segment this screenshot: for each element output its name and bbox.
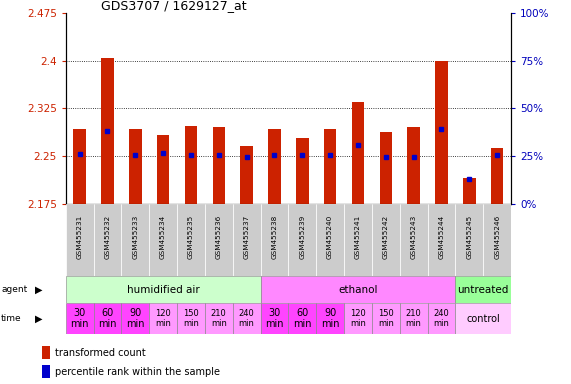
Text: transformed count: transformed count [55,348,146,358]
Bar [260,276,456,303]
Bar [149,303,177,334]
Bar [491,148,504,204]
Bar [205,303,233,334]
Text: 90
min: 90 min [321,308,339,329]
Bar [400,303,428,334]
Bar [344,204,372,276]
Bar [233,204,260,276]
Text: ethanol: ethanol [338,285,377,295]
Bar [122,204,149,276]
Bar [456,204,483,276]
Bar [42,365,50,378]
Text: 150
min: 150 min [378,310,394,328]
Bar [324,129,336,204]
Text: 210
min: 210 min [405,310,421,328]
Text: 30
min: 30 min [265,308,284,329]
Bar [344,303,372,334]
Text: GSM455246: GSM455246 [494,214,500,259]
Bar [122,303,149,334]
Bar [101,58,114,204]
Bar [66,204,94,276]
Text: GSM455241: GSM455241 [355,214,361,259]
Text: GSM455242: GSM455242 [383,214,389,259]
Bar [435,61,448,204]
Bar [240,146,253,204]
Bar [380,132,392,204]
Bar [456,276,511,303]
Text: ▶: ▶ [35,314,43,324]
Bar [184,126,197,204]
Bar [149,204,177,276]
Text: 150
min: 150 min [183,310,199,328]
Text: 90
min: 90 min [126,308,144,329]
Text: agent: agent [1,285,27,295]
Bar [372,204,400,276]
Text: 210
min: 210 min [211,310,227,328]
Bar [316,303,344,334]
Text: 120
min: 120 min [350,310,366,328]
Text: untreated: untreated [457,285,509,295]
Text: 240
min: 240 min [239,310,255,328]
Bar [260,303,288,334]
Text: GSM455236: GSM455236 [216,214,222,259]
Text: GSM455240: GSM455240 [327,214,333,259]
Bar [129,129,142,204]
Text: 60
min: 60 min [293,308,312,329]
Bar [400,204,428,276]
Text: 120
min: 120 min [155,310,171,328]
Bar [42,346,50,359]
Bar [268,129,281,204]
Bar [407,127,420,204]
Bar [157,135,170,204]
Bar [456,303,511,334]
Text: 60
min: 60 min [98,308,116,329]
Text: GSM455231: GSM455231 [77,214,83,259]
Text: 30
min: 30 min [70,308,89,329]
Bar [288,303,316,334]
Text: GSM455232: GSM455232 [104,214,110,259]
Bar [288,204,316,276]
Bar [205,204,233,276]
Bar [428,303,456,334]
Text: GSM455234: GSM455234 [160,214,166,259]
Text: GDS3707 / 1629127_at: GDS3707 / 1629127_at [101,0,247,12]
Bar [352,101,364,204]
Text: humidified air: humidified air [127,285,199,295]
Text: GSM455243: GSM455243 [411,214,417,259]
Text: GSM455239: GSM455239 [299,214,305,259]
Bar [177,204,205,276]
Text: GSM455233: GSM455233 [132,214,138,259]
Text: 240
min: 240 min [433,310,449,328]
Bar [260,204,288,276]
Bar [372,303,400,334]
Bar [73,129,86,204]
Bar [212,127,225,204]
Text: GSM455237: GSM455237 [244,214,250,259]
Bar [428,204,456,276]
Text: GSM455235: GSM455235 [188,214,194,259]
Text: control: control [467,314,500,324]
Text: ▶: ▶ [35,285,43,295]
Bar [316,204,344,276]
Text: GSM455244: GSM455244 [439,214,444,259]
Text: GSM455238: GSM455238 [271,214,278,259]
Bar [463,178,476,204]
Text: percentile rank within the sample: percentile rank within the sample [55,367,220,377]
Text: GSM455245: GSM455245 [467,214,472,259]
Bar [233,303,260,334]
Bar [177,303,205,334]
Bar [296,137,308,204]
Bar [94,303,122,334]
Text: time: time [1,314,22,323]
Bar [66,303,94,334]
Bar [94,204,122,276]
Bar [483,204,511,276]
Bar [66,276,260,303]
